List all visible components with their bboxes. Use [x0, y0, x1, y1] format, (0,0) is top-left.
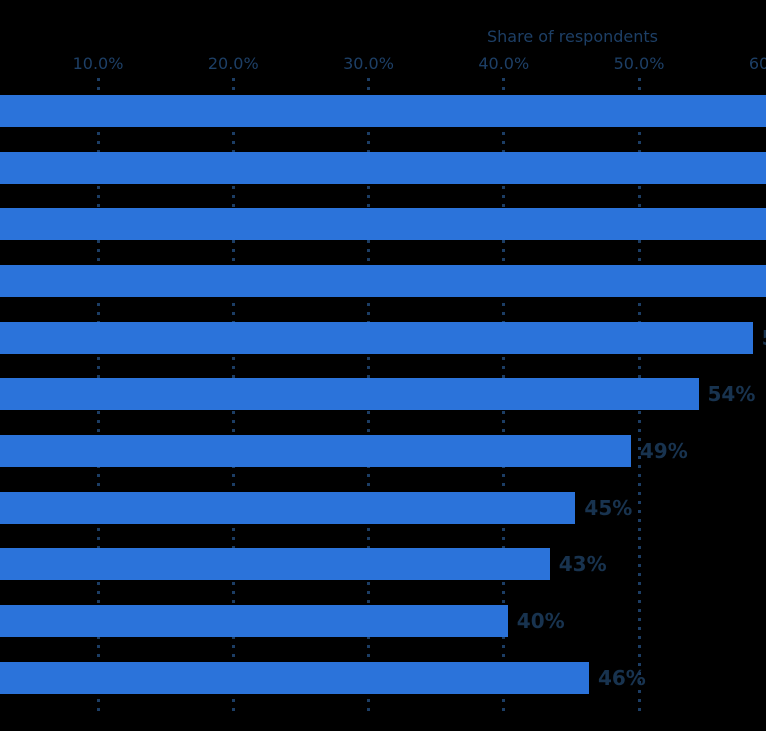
bar	[0, 378, 699, 411]
bar-value-label: 43%	[558, 552, 607, 577]
bar	[0, 265, 766, 297]
x-tick-label: 20.0%	[207, 54, 259, 73]
bar	[0, 95, 766, 127]
bar	[0, 435, 631, 468]
bar	[0, 605, 508, 638]
axis-title: Share of respondents	[487, 27, 659, 46]
bar-value-label: 54%	[707, 382, 756, 407]
bar-value-label: 46%	[597, 665, 646, 690]
bar-value-label: 40%	[516, 609, 565, 634]
bar	[0, 491, 576, 524]
bar	[0, 548, 550, 581]
x-tick-label: 60.0%	[748, 54, 766, 73]
bar-value-label: 58%	[762, 322, 766, 354]
x-tick-label: 30.0%	[343, 54, 394, 73]
x-tick-label: 50.0%	[613, 54, 665, 73]
bar	[0, 208, 766, 241]
bar-value-label: 49%	[639, 439, 688, 464]
bar	[0, 661, 589, 694]
x-tick-label: 40.0%	[478, 54, 530, 73]
bar	[0, 321, 753, 354]
x-tick-label: 10.0%	[72, 54, 124, 73]
bar-value-label: 45%	[584, 495, 633, 520]
bar	[0, 151, 766, 184]
